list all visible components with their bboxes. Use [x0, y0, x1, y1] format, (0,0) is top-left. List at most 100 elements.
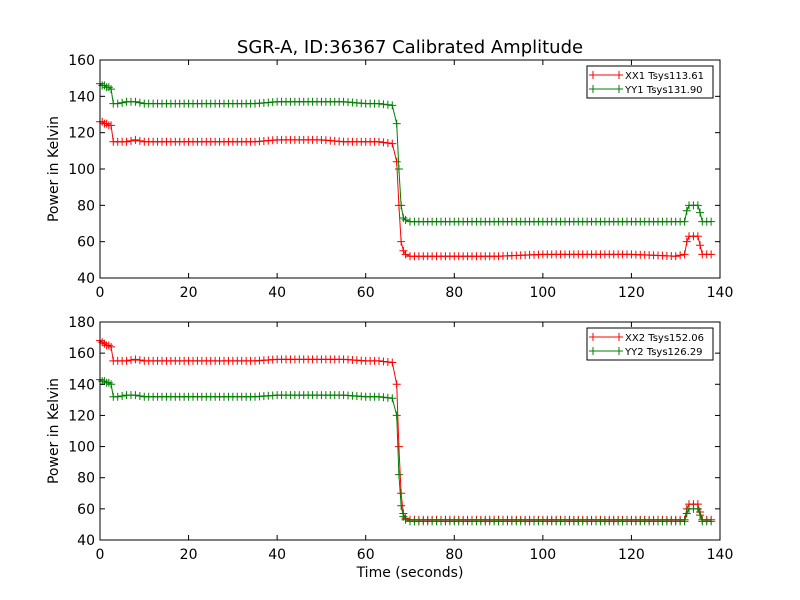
legend-entry-label: YY2 Tsys126.29 [624, 347, 703, 358]
y-tick-label: 160 [68, 53, 95, 69]
data-point-marker [680, 517, 689, 526]
data-point-marker [401, 215, 410, 224]
data-point-marker [135, 391, 144, 400]
data-point-marker [379, 393, 388, 402]
x-tick-label: 0 [96, 285, 105, 301]
data-point-marker [383, 138, 392, 147]
data-point-marker [131, 355, 140, 364]
legend-entry-label: YY1 Tsys131.90 [624, 85, 703, 96]
data-point-marker [107, 380, 116, 389]
data-point-marker [707, 517, 716, 526]
chart-title: SGR-A, ID:36367 Calibrated Amplitude [237, 37, 583, 58]
data-point-marker [394, 470, 403, 479]
x-tick-label: 100 [529, 547, 556, 563]
data-point-marker [122, 137, 131, 146]
y-tick-label: 60 [77, 502, 95, 518]
data-point-marker [401, 250, 410, 259]
legend-entry-label: XX2 Tsys152.06 [625, 333, 704, 344]
data-point-marker [394, 165, 403, 173]
y-tick-label: 120 [68, 126, 95, 142]
y-tick-label: 80 [77, 471, 95, 487]
y-axis-label: Power in Kelvin [46, 116, 62, 222]
data-point-marker [388, 358, 397, 367]
data-point-marker [383, 100, 392, 109]
x-tick-label: 140 [707, 285, 734, 301]
x-tick-label: 20 [180, 285, 198, 301]
y-tick-label: 100 [68, 440, 95, 456]
top-plot: 0 20 40 60 80 100 120 140 40 60 80 100 120 140 160 Powe… [46, 53, 733, 301]
series-0-0 [96, 117, 716, 261]
data-point-marker [394, 442, 403, 451]
data-point-marker [118, 98, 127, 107]
data-point-marker [392, 411, 401, 420]
legend-box [586, 327, 714, 361]
data-point-marker [392, 119, 401, 128]
data-point-marker [401, 515, 410, 524]
data-point-marker [680, 250, 689, 259]
data-point-marker [379, 100, 388, 109]
data-point-marker [693, 504, 702, 513]
x-tick-label: 60 [357, 285, 375, 301]
legend: XX2 Tsys152.06 YY2 Tsys126.29 [586, 327, 714, 361]
data-point-marker [131, 391, 140, 400]
y-axis-label: Power in Kelvin [46, 378, 62, 484]
data-point-marker [671, 252, 680, 261]
x-axis-label: Time (seconds) [356, 565, 464, 581]
y-tick-label: 100 [68, 162, 95, 178]
data-point-marker [127, 356, 135, 365]
legend-marker [589, 333, 597, 341]
data-point-marker [696, 511, 705, 520]
data-point-marker [375, 356, 383, 365]
data-point-marker [707, 217, 716, 226]
data-point-marker [397, 501, 406, 510]
x-tick-label: 0 [96, 547, 105, 563]
data-point-marker [379, 357, 388, 366]
data-point-marker [131, 135, 140, 144]
legend-marker [615, 71, 623, 79]
data-point-marker [375, 99, 383, 108]
data-point-marker [118, 391, 127, 400]
x-tick-label: 80 [445, 285, 463, 301]
legend-marker [589, 85, 597, 93]
bottom-plot: 0 20 40 60 80 100 120 140 40 60 80 100 120 140 160 180 P… [46, 315, 733, 581]
data-point-marker [392, 380, 401, 389]
series-1-1 [96, 375, 716, 526]
data-point-marker [113, 99, 122, 108]
data-point-marker [127, 136, 135, 145]
legend-marker [589, 347, 597, 355]
data-point-marker [693, 232, 702, 241]
data-point-marker [693, 201, 702, 210]
x-tick-label: 100 [529, 285, 556, 301]
y-tick-label: 140 [68, 377, 95, 393]
y-tick-label: 60 [77, 235, 95, 251]
axes-frame [99, 321, 721, 541]
y-tick-label: 40 [77, 271, 95, 287]
data-point-marker [135, 356, 144, 365]
data-point-marker [375, 137, 383, 146]
legend-box [586, 65, 714, 99]
legend-marker [615, 347, 623, 355]
x-tick-label: 60 [357, 547, 375, 563]
data-point-marker [135, 98, 144, 107]
data-point-marker [383, 393, 392, 402]
data-point-marker [392, 157, 401, 166]
legend: XX1 Tsys113.61 YY1 Tsys131.90 [586, 65, 714, 99]
data-point-marker [383, 357, 392, 366]
data-point-marker [388, 139, 397, 148]
y-tick-label: 140 [68, 89, 95, 105]
data-point-marker [676, 251, 685, 260]
legend-entry-label: XX1 Tsys113.61 [625, 71, 704, 82]
x-tick-label: 20 [180, 547, 198, 563]
data-point-marker [397, 237, 406, 246]
y-tick-label: 180 [68, 315, 95, 331]
data-point-marker [388, 101, 397, 110]
legend-marker [615, 85, 623, 93]
data-point-marker [131, 97, 140, 106]
data-point-marker [682, 237, 691, 246]
y-tick-label: 120 [68, 408, 95, 424]
data-point-marker [397, 201, 406, 210]
x-tick-label: 140 [707, 547, 734, 563]
y-tick-label: 80 [77, 198, 95, 214]
